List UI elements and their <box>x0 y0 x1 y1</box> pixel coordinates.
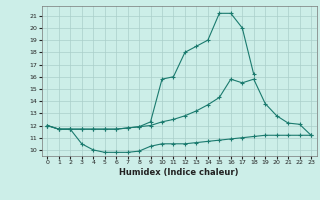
X-axis label: Humidex (Indice chaleur): Humidex (Indice chaleur) <box>119 168 239 177</box>
